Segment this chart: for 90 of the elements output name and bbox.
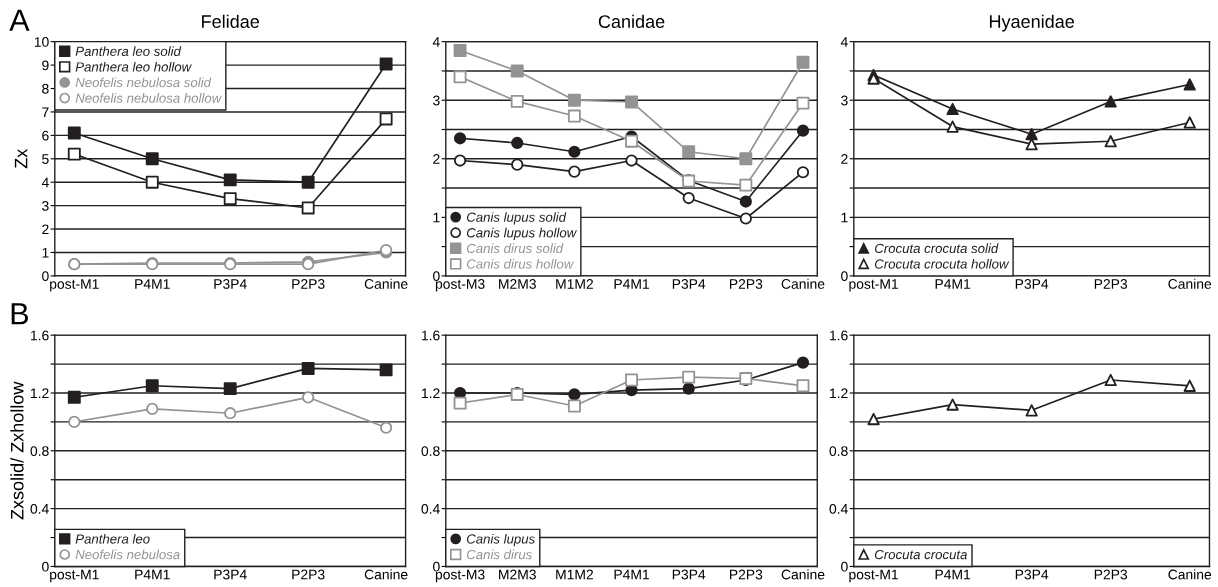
y-tick-label: 1.6: [421, 330, 440, 341]
y-tick-label: 0: [42, 271, 49, 282]
x-tick-label: M1M2: [556, 279, 593, 289]
y-tick-label: 0.8: [30, 446, 49, 456]
x-tick-label: post-M3: [435, 279, 485, 292]
legend-label: Canis dirus: [466, 549, 532, 560]
y-tick-label: 1.6: [31, 330, 49, 341]
y-tick-label: 0.4: [30, 503, 49, 514]
y-tick-label: 1: [42, 247, 49, 258]
y-tick-label: 1: [433, 212, 440, 223]
y-tick-label: 1.2: [830, 388, 848, 399]
x-tick-label: P4M1: [935, 279, 971, 289]
y-tick-label: 4: [840, 37, 848, 47]
y-tick-label: 9: [42, 60, 49, 71]
text: A: [9, 9, 30, 31]
y-tick-label: 2: [841, 154, 848, 164]
y-tick-label: 2: [42, 224, 49, 235]
x-tick-label: P3P4: [672, 569, 706, 580]
y-tick-label: 3: [433, 95, 440, 106]
x-tick-label: Canine: [781, 278, 825, 289]
chart-title: Felidae: [202, 14, 260, 28]
y-tick-label: 0.4: [421, 503, 440, 514]
legend-label: Crocuta crocuta: [875, 549, 967, 560]
x-tick-label: P3P4: [1015, 279, 1049, 289]
y-axis-title: Zxsolid/ Zxhollow: [10, 381, 24, 520]
y-tick-label: 1.2: [421, 388, 440, 399]
y-tick-label: 0: [841, 561, 848, 572]
x-tick-label: M2M3: [499, 569, 536, 580]
x-tick-label: P3P4: [214, 279, 247, 289]
x-tick-label: post-M1: [50, 569, 99, 583]
x-tick-label: Canine: [781, 569, 825, 580]
x-tick-label: P2P3: [1094, 279, 1128, 289]
y-tick-label: 0: [42, 561, 49, 572]
y-tick-label: 1: [841, 212, 848, 223]
x-tick-label: P3P4: [672, 279, 706, 289]
chart-title: Canidae: [598, 14, 665, 28]
legend-label: Canis dirus solid: [466, 243, 564, 254]
legend-label: Panthera leo hollow: [75, 61, 192, 72]
y-tick-label: 0.8: [829, 446, 848, 456]
legend-label: Neofelis nebulosa: [75, 549, 180, 560]
y-tick-label: 1.2: [31, 388, 49, 399]
y-tick-label: 7: [42, 107, 49, 117]
y-tick-label: 8: [42, 83, 49, 94]
y-tick-label: 4: [41, 177, 49, 188]
legend-label: Canis lupus: [466, 533, 535, 547]
x-tick-label: P4M1: [614, 569, 649, 580]
x-tick-label: P4M1: [614, 279, 649, 289]
x-tick-label: post-M1: [849, 279, 898, 292]
legend-label: Canis dirus hollow: [466, 258, 575, 269]
y-tick-label: 2: [433, 154, 440, 164]
x-tick-label: P4M1: [135, 279, 170, 289]
x-tick-label: P3P4: [214, 569, 247, 580]
x-tick-label: Canine: [1168, 569, 1212, 580]
x-tick-label: P3P4: [1015, 569, 1049, 580]
text: B: [11, 303, 28, 325]
y-tick-label: 1.6: [830, 330, 848, 341]
legend-label: Crocuta crocuta hollow: [875, 258, 1010, 269]
x-tick-label: Canine: [1168, 278, 1212, 289]
y-tick-label: 10: [34, 37, 49, 47]
x-tick-label: P2P3: [1094, 569, 1128, 580]
x-tick-label: Canine: [364, 569, 408, 580]
x-tick-label: M1M2: [556, 569, 593, 580]
x-tick-label: P4M1: [135, 569, 170, 580]
y-tick-label: 3: [42, 200, 49, 211]
y-tick-label: 0: [841, 271, 848, 282]
x-tick-label: P2P3: [292, 279, 325, 289]
y-axis-title: Zx: [14, 148, 28, 169]
y-tick-label: 3: [841, 95, 848, 106]
x-tick-label: Canine: [364, 278, 408, 289]
x-tick-label: M2M3: [499, 279, 536, 289]
y-tick-label: 6: [42, 130, 49, 141]
y-tick-label: 0: [433, 271, 440, 282]
x-tick-label: post-M1: [50, 279, 99, 292]
y-tick-label: 0.4: [829, 503, 848, 514]
legend-label: Neofelis nebulosa hollow: [75, 93, 222, 103]
x-tick-label: P2P3: [292, 569, 325, 580]
legend-label: Canis lupus hollow: [466, 227, 577, 241]
legend-label: Neofelis nebulosa solid: [75, 77, 212, 88]
x-tick-label: P2P3: [729, 569, 763, 580]
x-tick-label: post-M1: [849, 569, 898, 583]
legend-label: Canis lupus solid: [466, 212, 567, 225]
legend-label: Panthera leo: [75, 533, 150, 544]
y-tick-label: 4: [432, 37, 440, 47]
y-tick-label: 5: [42, 154, 49, 164]
x-tick-label: P4M1: [935, 569, 971, 580]
x-tick-label: P2P3: [729, 279, 763, 289]
chart-title: Hyaenidae: [989, 14, 1075, 32]
legend-label: Crocuta crocuta solid: [875, 243, 999, 254]
y-tick-label: 0.8: [421, 446, 440, 456]
legend-label: Panthera leo solid: [75, 46, 182, 56]
